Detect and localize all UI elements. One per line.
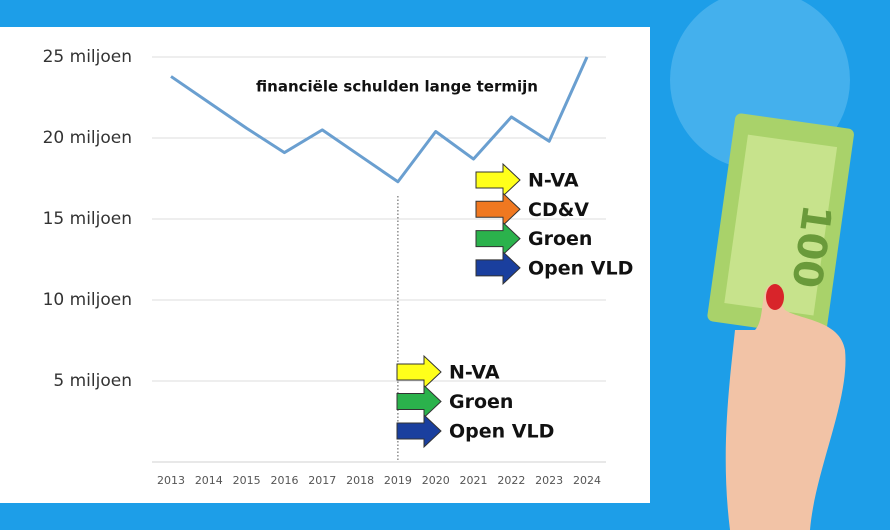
x-tick-label: 2023 — [535, 474, 563, 487]
arrow — [475, 250, 521, 286]
arrow — [475, 162, 521, 198]
y-tick-label: 5 miljoen — [53, 371, 132, 391]
arrow — [396, 413, 442, 449]
x-tick-label: 2015 — [233, 474, 261, 487]
y-tick-label: 10 miljoen — [43, 290, 132, 310]
y-tick-label: 15 miljoen — [43, 209, 132, 229]
x-tick-label: 2014 — [195, 474, 223, 487]
arrow-label: Open VLD — [449, 421, 554, 443]
chart-panel — [0, 27, 650, 503]
x-tick-label: 2022 — [497, 474, 525, 487]
arrow-label: Groen — [449, 391, 513, 413]
arrow-label: Groen — [528, 228, 592, 250]
x-tick-label: 2016 — [270, 474, 298, 487]
x-tick-label: 2019 — [384, 474, 412, 487]
arrow-label: N-VA — [449, 362, 500, 384]
x-tick-label: 2017 — [308, 474, 336, 487]
x-tick-label: 2021 — [460, 474, 488, 487]
x-tick-label: 2024 — [573, 474, 601, 487]
arrow — [475, 221, 521, 256]
x-tick-label: 2020 — [422, 474, 450, 487]
y-tick-label: 25 miljoen — [43, 47, 132, 67]
y-tick-label: 20 miljoen — [43, 128, 132, 148]
arrow — [396, 354, 442, 390]
photo: 100 — [670, 0, 854, 530]
x-tick-label: 2013 — [157, 474, 185, 487]
x-tick-label: 2018 — [346, 474, 374, 487]
arrow-label: CD&V — [528, 199, 589, 221]
arrow — [475, 192, 521, 227]
arrow — [396, 384, 442, 419]
arrow-label: N-VA — [528, 170, 579, 192]
data-line — [170, 56, 589, 184]
arrow-label: Open VLD — [528, 257, 633, 279]
chart-title: financiële schulden lange termijn — [256, 78, 538, 96]
